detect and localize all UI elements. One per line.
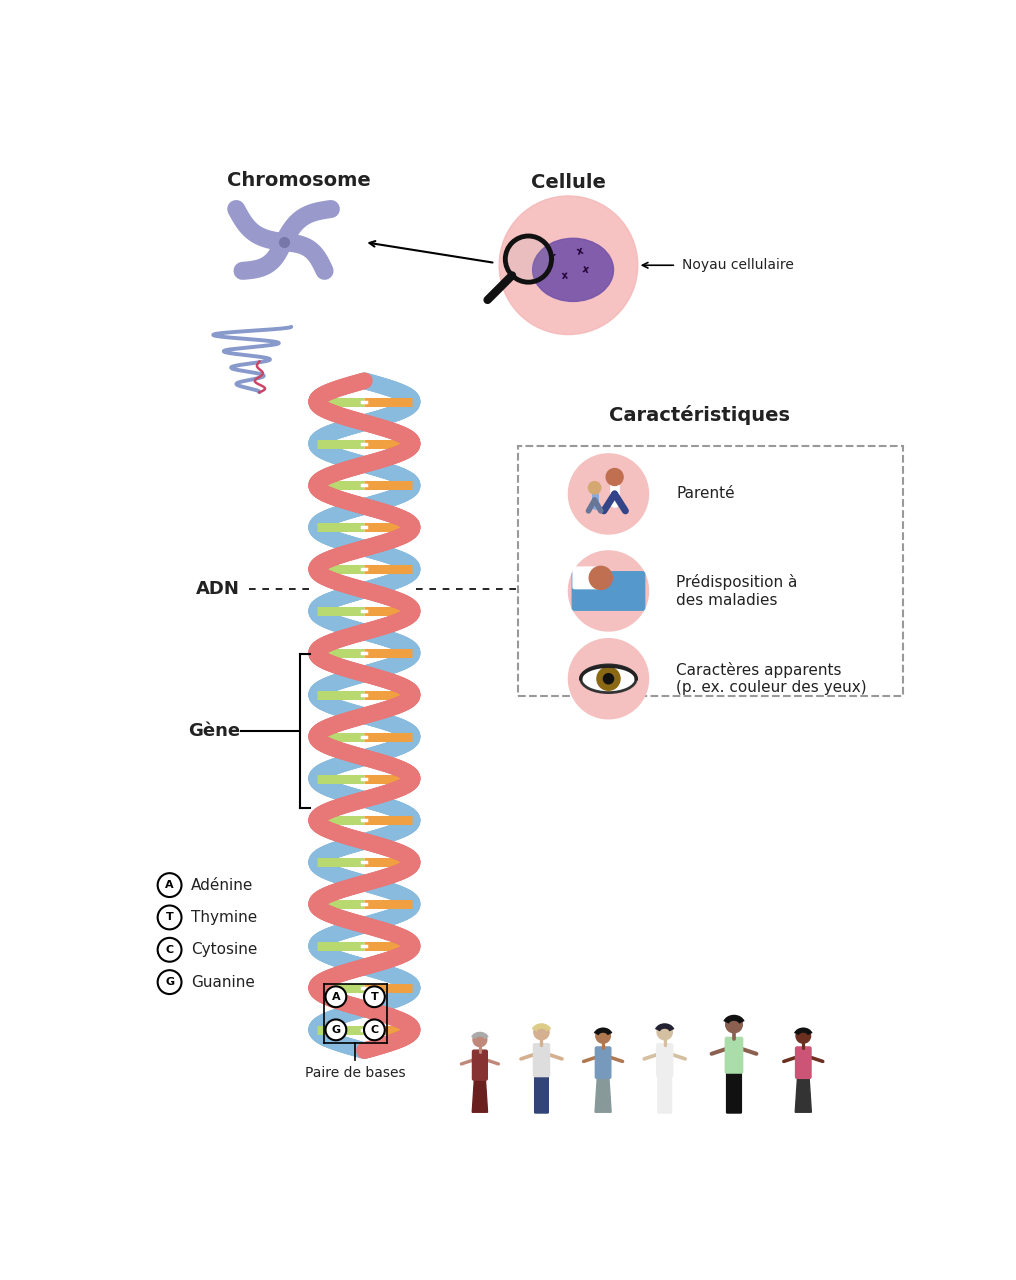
Text: Gène: Gène	[188, 722, 241, 740]
FancyBboxPatch shape	[534, 1074, 549, 1114]
Text: A: A	[331, 992, 340, 1002]
Polygon shape	[796, 1076, 812, 1112]
Circle shape	[499, 196, 638, 334]
Circle shape	[568, 454, 648, 534]
Circle shape	[473, 1033, 487, 1047]
FancyBboxPatch shape	[472, 1050, 488, 1080]
FancyBboxPatch shape	[725, 1037, 743, 1073]
Circle shape	[588, 481, 600, 494]
Ellipse shape	[532, 238, 614, 302]
Text: Caractères apparents
(p. ex. couleur des yeux): Caractères apparents (p. ex. couleur des…	[677, 662, 867, 695]
Circle shape	[157, 938, 182, 961]
Text: G: G	[331, 1025, 340, 1034]
Circle shape	[157, 970, 182, 995]
FancyBboxPatch shape	[573, 567, 604, 589]
Text: C: C	[166, 945, 174, 955]
Circle shape	[604, 673, 614, 684]
Circle shape	[595, 1029, 611, 1043]
FancyBboxPatch shape	[656, 1043, 673, 1076]
Text: x: x	[561, 271, 568, 282]
Polygon shape	[472, 1079, 488, 1112]
Text: Adénine: Adénine	[191, 878, 254, 892]
Text: A: A	[166, 881, 174, 890]
Text: Paire de bases: Paire de bases	[305, 1066, 405, 1080]
Circle shape	[157, 905, 182, 929]
Text: Noyau cellulaire: Noyau cellulaire	[683, 259, 795, 273]
Text: x: x	[581, 265, 589, 275]
Circle shape	[157, 873, 182, 897]
Circle shape	[597, 667, 620, 690]
FancyBboxPatch shape	[572, 572, 645, 611]
Text: G: G	[165, 977, 174, 987]
FancyBboxPatch shape	[658, 1074, 672, 1114]
Circle shape	[725, 1016, 743, 1033]
Text: Caractéristiques: Caractéristiques	[609, 406, 789, 425]
FancyBboxPatch shape	[796, 1047, 811, 1078]
Text: Thymine: Thymine	[191, 910, 257, 925]
Text: Parenté: Parenté	[677, 486, 735, 502]
Circle shape	[589, 566, 613, 589]
Text: Chromosome: Chromosome	[227, 172, 371, 189]
Ellipse shape	[581, 664, 636, 692]
Circle shape	[505, 236, 552, 282]
Text: T: T	[166, 913, 174, 923]
Circle shape	[325, 987, 346, 1007]
Circle shape	[607, 468, 623, 485]
Text: ADN: ADN	[196, 580, 240, 598]
Text: Guanine: Guanine	[191, 974, 255, 989]
Circle shape	[364, 1019, 385, 1041]
FancyBboxPatch shape	[726, 1071, 742, 1114]
Circle shape	[568, 639, 648, 719]
Text: C: C	[371, 1025, 379, 1034]
Text: T: T	[371, 992, 378, 1002]
Circle shape	[568, 550, 648, 631]
Text: Cytosine: Cytosine	[191, 942, 257, 957]
Text: Cellule: Cellule	[531, 173, 606, 192]
Text: Prédisposition à
des maladies: Prédisposition à des maladies	[677, 575, 798, 608]
Circle shape	[325, 1019, 346, 1041]
Text: x: x	[576, 246, 584, 257]
Circle shape	[533, 1024, 549, 1039]
Polygon shape	[595, 1076, 612, 1112]
Text: x: x	[547, 251, 556, 262]
Circle shape	[796, 1029, 811, 1043]
Circle shape	[364, 987, 385, 1007]
FancyBboxPatch shape	[533, 1043, 550, 1076]
Circle shape	[657, 1024, 673, 1039]
FancyBboxPatch shape	[595, 1047, 611, 1078]
